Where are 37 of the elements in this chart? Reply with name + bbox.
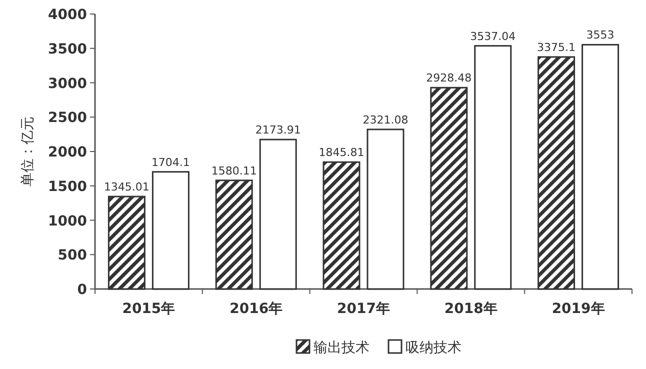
data-label: 1704.1	[151, 156, 190, 169]
x-tick-label: 2018年	[444, 301, 498, 317]
y-axis-title: 单位：亿元	[20, 116, 36, 186]
bar	[430, 86, 468, 290]
x-tick-label: 2017年	[337, 301, 390, 317]
bar	[474, 45, 512, 290]
bar	[108, 196, 146, 290]
bar	[538, 56, 576, 290]
data-label: 1845.81	[318, 146, 364, 160]
x-tick-label: 2015年	[122, 301, 176, 317]
x-tick-label: 2019年	[552, 301, 605, 317]
data-label: 3537.04	[470, 30, 516, 43]
y-tick-label: 3500	[48, 41, 88, 58]
y-tick-label: 500	[58, 248, 88, 264]
y-tick-label: 3000	[48, 76, 88, 92]
legend-label: 吸纳技术	[406, 340, 462, 356]
legend-label: 输出技术	[314, 340, 370, 356]
x-tick-label: 2016年	[230, 301, 283, 317]
data-label: 2928.48	[426, 72, 472, 85]
data-label: 2173.91	[255, 124, 301, 137]
y-tick-label: 1000	[48, 213, 88, 230]
y-tick-label: 1500	[48, 178, 88, 195]
bar	[366, 128, 404, 290]
y-tick-label: 0	[77, 282, 88, 298]
bar	[322, 161, 360, 290]
data-label: 3553	[586, 28, 614, 42]
bar	[582, 44, 620, 290]
y-tick-label: 4000	[48, 7, 88, 23]
bar	[152, 171, 190, 290]
data-label: 1345.01	[104, 180, 150, 194]
data-label: 2321.08	[362, 113, 408, 126]
y-tick-label: 2000	[48, 144, 88, 160]
bar	[215, 180, 253, 290]
bar	[259, 138, 297, 290]
data-label: 3375.1	[537, 40, 576, 54]
data-label: 1580.11	[211, 164, 257, 178]
y-tick-label: 2500	[48, 110, 88, 126]
